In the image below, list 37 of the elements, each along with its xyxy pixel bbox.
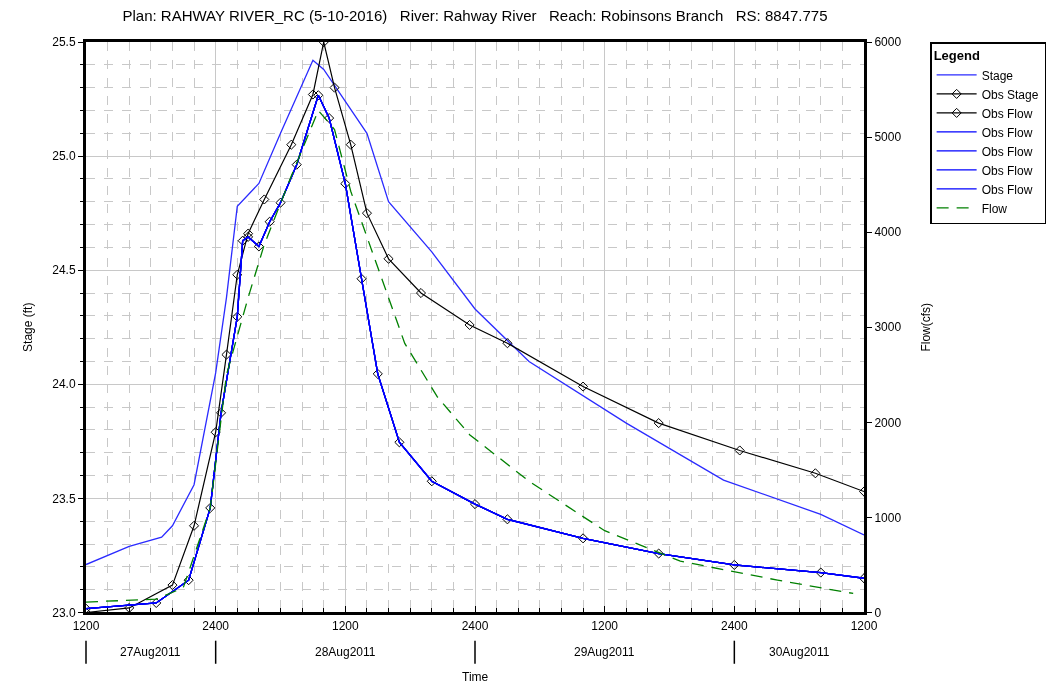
x-tick-label: 2400 [720,618,748,633]
x2-tick-label: 30Aug2011 [769,645,830,659]
x-axis-title: Time [462,670,489,684]
legend-title: Legend [933,48,980,64]
y2-tick-label: 0 [874,605,882,620]
y-tick-label: 24.0 [52,377,76,392]
y-tick-label: 25.0 [52,149,76,164]
legend-label: Flow [981,201,1008,216]
legend-label: Obs Flow [981,163,1033,178]
x-tick-label: 1200 [72,618,100,633]
chart-title: Plan: RAHWAY RIVER_RC (5-10-2016) River: Rahway River Reach: Robinsons Branch RS: 8847.775 [122,6,828,24]
x-tick-label: 1200 [850,618,878,633]
x-tick-label: 2400 [461,618,489,633]
x-tick-label: 2400 [202,618,230,633]
y-tick-label: 25.5 [52,35,76,50]
x2-tick-label: 29Aug2011 [574,645,635,659]
y2-tick-label: 4000 [874,225,902,240]
y-tick-label: 24.5 [52,263,76,278]
y-tick-label: 23.5 [52,491,76,506]
legend-label: Obs Flow [981,125,1033,140]
y2-tick-label: 5000 [874,130,902,145]
y2-tick-label: 6000 [874,35,902,50]
legend-label: Obs Flow [981,182,1033,197]
y-tick-label: 23.0 [52,605,76,620]
x2-tick-label: 28Aug2011 [315,645,376,659]
x-tick-label: 1200 [591,618,619,633]
y2-tick-label: 2000 [874,415,902,430]
legend-label: Obs Stage [981,87,1039,102]
y2-axis-title: Flow(cfs) [919,302,934,352]
y2-tick-label: 3000 [874,320,902,335]
x2-tick-label: 27Aug2011 [120,645,181,659]
x-tick-label: 1200 [331,618,359,633]
legend-label: Stage [981,68,1014,83]
legend-label: Obs Flow [981,144,1033,159]
legend-label: Obs Flow [981,106,1033,121]
y2-tick-label: 1000 [874,510,902,525]
y-axis-title: Stage (ft) [20,302,35,352]
